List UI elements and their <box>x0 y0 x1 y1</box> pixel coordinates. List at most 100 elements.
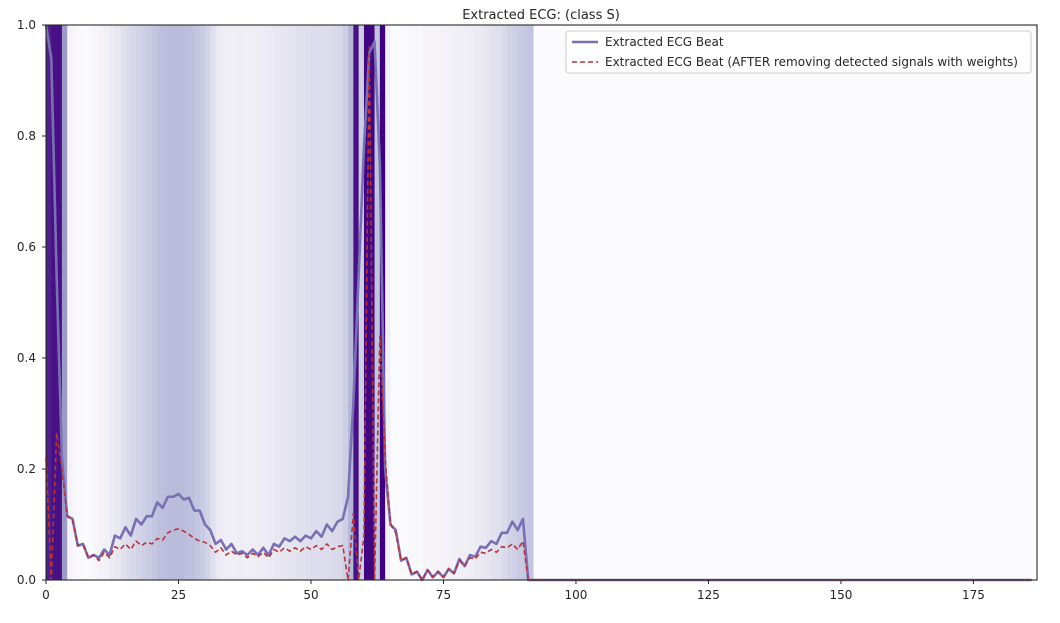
x-tick-label: 150 <box>829 588 852 602</box>
weight-band <box>507 25 513 580</box>
weight-band <box>231 25 238 580</box>
x-tick-label: 125 <box>697 588 720 602</box>
weight-band <box>194 25 200 580</box>
weight-band <box>427 25 434 580</box>
weight-band <box>289 25 296 580</box>
weight-band-rest <box>533 25 1037 580</box>
weight-band <box>257 25 264 580</box>
weight-band <box>204 25 211 580</box>
weight-band <box>215 25 222 580</box>
weight-band <box>310 25 317 580</box>
weight-band <box>199 25 206 580</box>
y-axis: 0.0 0.2 0.4 0.6 0.8 1.0 <box>17 18 46 587</box>
weight-band <box>77 25 84 580</box>
weight-band <box>353 25 359 580</box>
weight-band <box>411 25 418 580</box>
weight-band <box>114 25 121 580</box>
legend: Extracted ECG Beat Extracted ECG Beat (A… <box>565 30 1032 74</box>
weight-band <box>517 25 524 580</box>
weight-band <box>51 25 57 580</box>
series-line-after-removal <box>45 46 1032 581</box>
weight-band <box>125 25 132 580</box>
weight-band <box>512 25 518 580</box>
weight-band <box>332 25 338 580</box>
weight-band <box>130 25 137 580</box>
weight-band <box>300 25 306 580</box>
weight-band <box>151 25 158 580</box>
weight-band <box>337 25 344 580</box>
weight-band <box>141 25 147 580</box>
weight-band <box>104 25 110 580</box>
legend-label-after-removal: Extracted ECG Beat (AFTER removing detec… <box>605 55 1018 69</box>
axes-frame <box>45 24 1038 581</box>
x-tick-label: 25 <box>171 588 186 602</box>
weight-band <box>146 25 153 580</box>
weight-band <box>422 25 428 580</box>
weight-band <box>109 25 116 580</box>
weight-band <box>480 25 487 580</box>
weight-band <box>162 25 169 580</box>
weight-band <box>464 25 471 580</box>
weight-band <box>443 25 450 580</box>
weight-band <box>448 25 455 580</box>
weight-band <box>279 25 285 580</box>
weight-band <box>268 25 275 580</box>
weight-band <box>348 25 354 580</box>
weight-band <box>459 25 465 580</box>
x-tick-label: 75 <box>436 588 451 602</box>
x-tick-label: 100 <box>564 588 587 602</box>
weight-band <box>342 25 349 580</box>
weight-band <box>178 25 185 580</box>
weight-band <box>273 25 280 580</box>
weight-band <box>157 25 163 580</box>
weight-band <box>136 25 142 580</box>
x-tick-label: 50 <box>303 588 318 602</box>
weight-band <box>93 25 100 580</box>
weight-band <box>242 25 248 580</box>
weight-band <box>67 25 73 580</box>
weight-band <box>284 25 291 580</box>
weight-band <box>485 25 492 580</box>
y-tick-label: 0.8 <box>17 129 36 143</box>
weight-band <box>46 25 52 580</box>
weight-band <box>326 25 333 580</box>
weight-band <box>406 25 412 580</box>
weight-band <box>88 25 94 580</box>
weight-band <box>475 25 481 580</box>
series-layer <box>44 24 1032 582</box>
weight-band <box>321 25 328 580</box>
y-tick-label: 0.2 <box>17 462 36 476</box>
weight-band <box>83 25 89 580</box>
weight-band <box>522 25 529 580</box>
weight-band <box>385 25 391 580</box>
weight-band <box>263 25 269 580</box>
x-tick-label: 0 <box>42 588 50 602</box>
weight-band <box>358 25 365 580</box>
weight-band <box>432 25 439 580</box>
weight-band <box>295 25 301 580</box>
weight-band <box>183 25 190 580</box>
chart-title: Extracted ECG: (class S) <box>462 8 620 23</box>
weight-band <box>501 25 508 580</box>
weight-band <box>98 25 105 580</box>
weight-band <box>438 25 444 580</box>
weight-band <box>528 25 534 580</box>
weight-band <box>56 25 63 580</box>
y-tick-label: 0.0 <box>17 573 36 587</box>
weight-band <box>395 25 402 580</box>
weight-band <box>454 25 460 580</box>
weight-band <box>316 25 322 580</box>
weight-band <box>247 25 253 580</box>
weight-band <box>305 25 312 580</box>
legend-box <box>565 30 1032 74</box>
weight-band <box>496 25 503 580</box>
weight-band <box>252 25 259 580</box>
weight-band <box>72 25 79 580</box>
weight-band <box>173 25 179 580</box>
weight-band <box>189 25 195 580</box>
weight-band <box>220 25 227 580</box>
weight-band <box>374 25 381 580</box>
weight-band <box>416 25 423 580</box>
